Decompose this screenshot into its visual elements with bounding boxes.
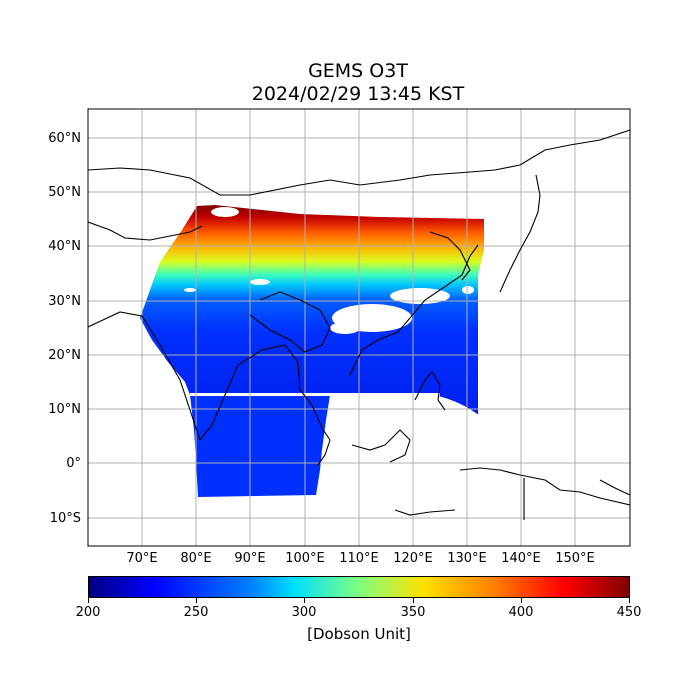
lon-tick: 70°E	[126, 551, 158, 566]
lon-tick: 140°E	[501, 551, 541, 566]
lon-tick: 130°E	[447, 551, 487, 566]
lat-tick: 40°N	[48, 239, 81, 254]
colorbar-tick-label: 200	[75, 605, 101, 620]
cloud-gaps	[184, 207, 474, 396]
lat-tick: 0°	[66, 456, 81, 471]
lat-tick: 20°N	[48, 348, 81, 363]
lat-tick: 10°N	[48, 402, 81, 417]
lat-tick: 10°S	[49, 511, 81, 526]
lon-tick: 120°E	[393, 551, 433, 566]
lon-tick: 100°E	[285, 551, 325, 566]
lon-tick: 110°E	[339, 551, 379, 566]
lat-tick: 50°N	[48, 185, 81, 200]
coastlines	[88, 129, 630, 520]
lon-tick: 90°E	[234, 551, 266, 566]
lat-tick: 60°N	[48, 131, 81, 146]
colorbar-unit-label: [Dobson Unit]	[307, 625, 411, 643]
ozone-swath-south	[190, 395, 330, 497]
ozone-swath-north	[140, 205, 484, 415]
colorbar	[88, 576, 630, 598]
map-title: GEMS O3T	[308, 60, 408, 82]
lat-tick: 30°N	[48, 294, 81, 309]
map-timestamp: 2024/02/29 13:45 KST	[251, 83, 465, 105]
colorbar-tick-label: 400	[508, 605, 534, 620]
colorbar-tick-label: 250	[183, 605, 209, 620]
colorbar-tick-label: 350	[400, 605, 426, 620]
lon-tick: 80°E	[180, 551, 212, 566]
ozone-field	[140, 205, 484, 497]
lon-tick: 150°E	[555, 551, 595, 566]
colorbar-tick-label: 300	[291, 605, 317, 620]
colorbar-tick-label: 450	[616, 605, 642, 620]
